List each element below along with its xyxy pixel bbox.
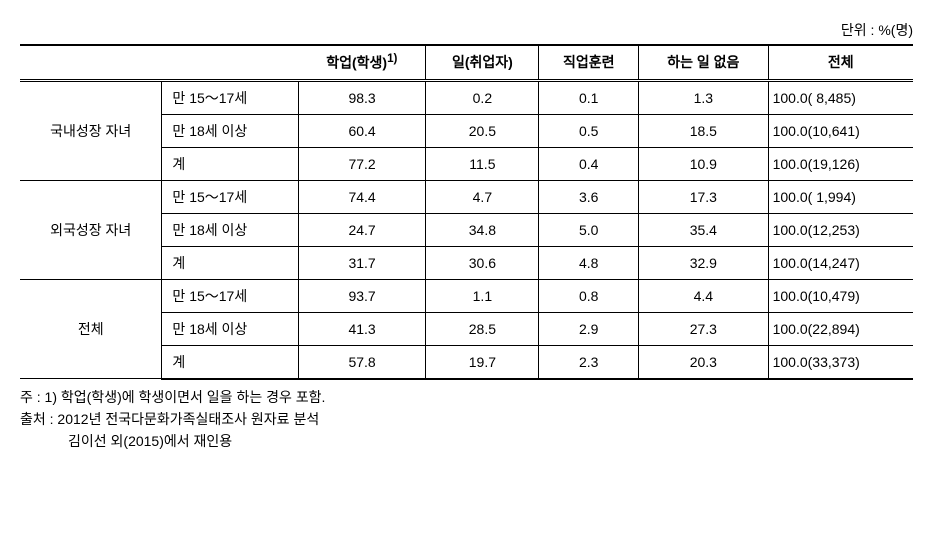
header-row: 학업(학생)1) 일(취업자) 직업훈련 하는 일 없음 전체: [20, 45, 913, 80]
data-cell: 5.0: [539, 213, 639, 246]
group-label: 외국성장 자녀: [20, 180, 162, 279]
header-col1: 학업(학생)1): [298, 45, 425, 80]
total-cell: 100.0(10,479): [768, 279, 913, 312]
data-cell: 17.3: [639, 180, 769, 213]
data-cell: 74.4: [298, 180, 425, 213]
total-cell: 100.0(10,641): [768, 114, 913, 147]
age-label: 만 18세 이상: [162, 213, 298, 246]
data-cell: 32.9: [639, 246, 769, 279]
age-label: 만 18세 이상: [162, 312, 298, 345]
age-label: 계: [162, 147, 298, 180]
age-label: 계: [162, 345, 298, 379]
data-table: 학업(학생)1) 일(취업자) 직업훈련 하는 일 없음 전체 국내성장 자녀 …: [20, 44, 913, 380]
data-cell: 2.9: [539, 312, 639, 345]
unit-label: 단위 : %(명): [20, 20, 913, 40]
data-cell: 41.3: [298, 312, 425, 345]
data-cell: 60.4: [298, 114, 425, 147]
data-cell: 4.8: [539, 246, 639, 279]
data-cell: 0.5: [539, 114, 639, 147]
age-label: 계: [162, 246, 298, 279]
data-cell: 1.3: [639, 80, 769, 114]
header-blank: [20, 45, 298, 80]
data-cell: 31.7: [298, 246, 425, 279]
total-cell: 100.0( 8,485): [768, 80, 913, 114]
data-cell: 0.1: [539, 80, 639, 114]
data-cell: 28.5: [426, 312, 539, 345]
table-row: 외국성장 자녀 만 15～17세 74.4 4.7 3.6 17.3 100.0…: [20, 180, 913, 213]
total-cell: 100.0(14,247): [768, 246, 913, 279]
table-row: 전체 만 15～17세 93.7 1.1 0.8 4.4 100.0(10,47…: [20, 279, 913, 312]
notes: 주 : 1) 학업(학생)에 학생이면서 일을 하는 경우 포함. 출처 : 2…: [20, 386, 913, 453]
header-col2: 일(취업자): [426, 45, 539, 80]
age-label: 만 15～17세: [162, 180, 298, 213]
data-cell: 0.8: [539, 279, 639, 312]
data-cell: 18.5: [639, 114, 769, 147]
total-cell: 100.0(12,253): [768, 213, 913, 246]
data-cell: 24.7: [298, 213, 425, 246]
data-cell: 20.5: [426, 114, 539, 147]
data-cell: 77.2: [298, 147, 425, 180]
data-cell: 3.6: [539, 180, 639, 213]
age-label: 만 15～17세: [162, 80, 298, 114]
data-cell: 93.7: [298, 279, 425, 312]
total-cell: 100.0(22,894): [768, 312, 913, 345]
data-cell: 30.6: [426, 246, 539, 279]
group-label: 전체: [20, 279, 162, 379]
age-label: 만 15～17세: [162, 279, 298, 312]
data-cell: 57.8: [298, 345, 425, 379]
header-col3: 직업훈련: [539, 45, 639, 80]
header-col5: 전체: [768, 45, 913, 80]
note-line-3: 김이선 외(2015)에서 재인용: [20, 430, 913, 452]
data-cell: 20.3: [639, 345, 769, 379]
group-label: 국내성장 자녀: [20, 80, 162, 180]
data-cell: 10.9: [639, 147, 769, 180]
data-cell: 27.3: [639, 312, 769, 345]
note-line-1: 주 : 1) 학업(학생)에 학생이면서 일을 하는 경우 포함.: [20, 386, 913, 408]
table-row: 국내성장 자녀 만 15～17세 98.3 0.2 0.1 1.3 100.0(…: [20, 80, 913, 114]
age-label: 만 18세 이상: [162, 114, 298, 147]
header-col4: 하는 일 없음: [639, 45, 769, 80]
data-cell: 0.2: [426, 80, 539, 114]
note-line-2: 출처 : 2012년 전국다문화가족실태조사 원자료 분석: [20, 408, 913, 430]
data-cell: 4.4: [639, 279, 769, 312]
data-cell: 4.7: [426, 180, 539, 213]
data-cell: 34.8: [426, 213, 539, 246]
total-cell: 100.0(19,126): [768, 147, 913, 180]
data-cell: 2.3: [539, 345, 639, 379]
total-cell: 100.0( 1,994): [768, 180, 913, 213]
data-cell: 11.5: [426, 147, 539, 180]
data-cell: 1.1: [426, 279, 539, 312]
total-cell: 100.0(33,373): [768, 345, 913, 379]
data-cell: 0.4: [539, 147, 639, 180]
data-cell: 98.3: [298, 80, 425, 114]
data-cell: 19.7: [426, 345, 539, 379]
data-cell: 35.4: [639, 213, 769, 246]
